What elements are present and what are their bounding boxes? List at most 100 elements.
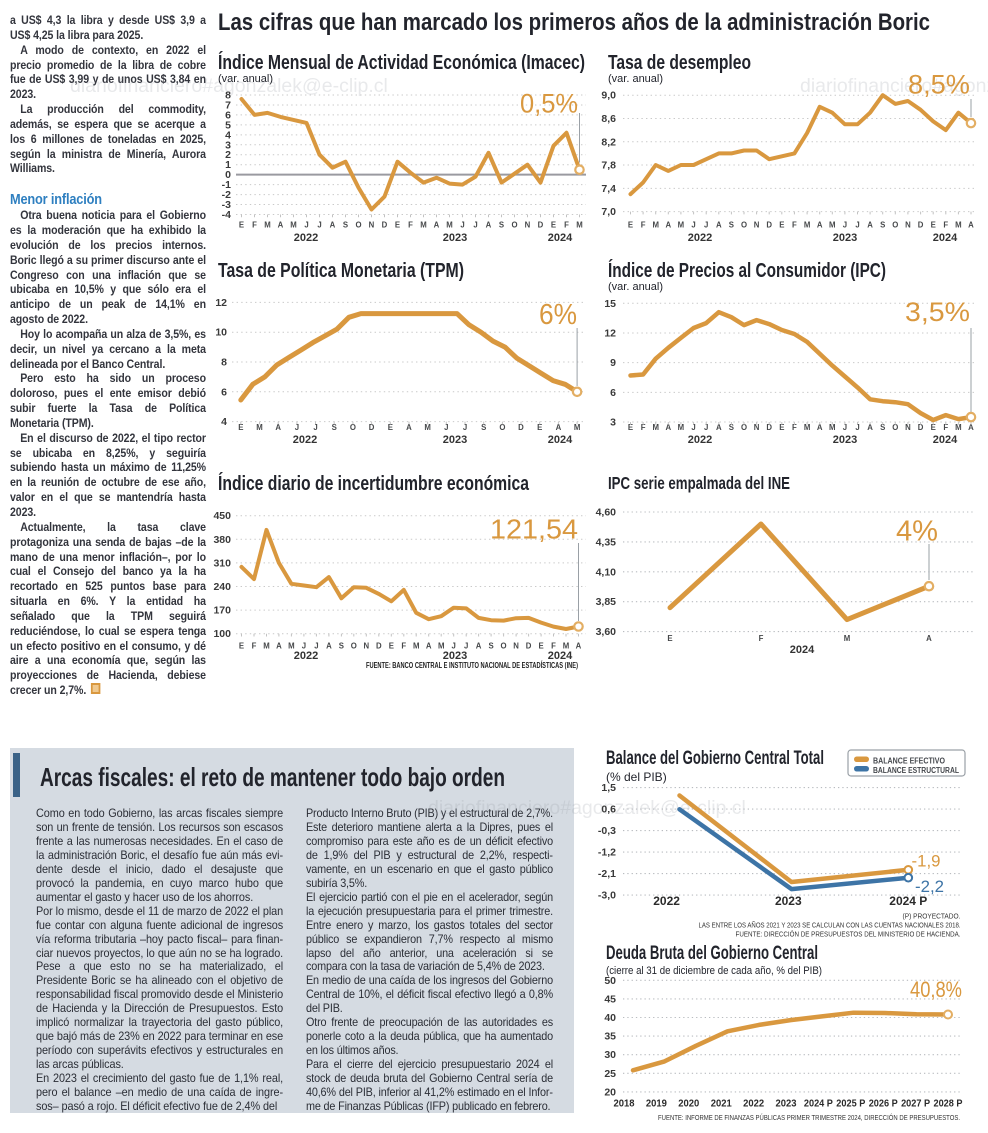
svg-text:D: D <box>766 423 772 432</box>
svg-text:O: O <box>892 423 898 432</box>
svg-text:D: D <box>918 423 924 432</box>
svg-text:2023: 2023 <box>443 434 467 446</box>
svg-text:O: O <box>892 221 898 230</box>
svg-text:M: M <box>804 221 811 230</box>
svg-text:M: M <box>829 221 836 230</box>
svg-text:2023: 2023 <box>833 434 857 446</box>
svg-text:D: D <box>382 221 388 230</box>
svg-text:2023: 2023 <box>833 232 857 244</box>
svg-text:S: S <box>729 423 734 432</box>
svg-text:E: E <box>628 221 633 230</box>
svg-text:F: F <box>564 221 569 230</box>
svg-text:J: J <box>704 221 708 230</box>
svg-text:S: S <box>880 221 885 230</box>
svg-text:A: A <box>275 423 281 432</box>
svg-text:25: 25 <box>604 1068 616 1080</box>
svg-text:E: E <box>551 221 556 230</box>
svg-text:Índice de Precios al Consumido: Índice de Precios al Consumidor (IPC) <box>608 259 886 282</box>
svg-text:6: 6 <box>225 109 231 121</box>
svg-text:E: E <box>628 423 633 432</box>
svg-text:E: E <box>389 642 394 651</box>
svg-text:Tasa de desempleo: Tasa de desempleo <box>608 52 751 74</box>
svg-text:50: 50 <box>604 975 616 987</box>
svg-text:2022: 2022 <box>294 650 318 662</box>
svg-text:E: E <box>779 423 784 432</box>
svg-text:E: E <box>538 642 543 651</box>
svg-text:D: D <box>538 221 544 230</box>
svg-text:Índice Mensual de Actividad Ec: Índice Mensual de Actividad Económica (I… <box>218 51 585 74</box>
svg-text:M: M <box>413 642 420 651</box>
svg-text:A: A <box>867 423 873 432</box>
svg-text:(% del PIB): (% del PIB) <box>606 770 667 784</box>
svg-text:J: J <box>295 423 299 432</box>
svg-text:Las cifras que han marcado los: Las cifras que han marcado los primeros … <box>218 9 930 36</box>
svg-text:N: N <box>363 642 369 651</box>
svg-text:F: F <box>408 221 413 230</box>
svg-text:-0,3: -0,3 <box>598 825 616 837</box>
svg-text:A: A <box>556 423 562 432</box>
svg-text:BALANCE ESTRUCTURAL: BALANCE ESTRUCTURAL <box>873 766 959 775</box>
svg-text:1,5: 1,5 <box>601 782 616 794</box>
svg-text:170: 170 <box>213 605 231 617</box>
svg-text:4: 4 <box>225 129 231 141</box>
svg-text:N: N <box>905 221 911 230</box>
svg-text:J: J <box>704 423 708 432</box>
svg-text:J: J <box>317 221 321 230</box>
svg-text:40: 40 <box>604 1012 616 1024</box>
svg-text:A: A <box>576 642 582 651</box>
svg-text:S: S <box>488 642 493 651</box>
svg-text:J: J <box>313 423 317 432</box>
svg-text:4: 4 <box>221 416 227 428</box>
svg-text:2024: 2024 <box>790 644 815 656</box>
svg-text:(var. anual): (var. anual) <box>608 73 663 85</box>
svg-text:O: O <box>351 642 357 651</box>
svg-text:N: N <box>525 221 531 230</box>
svg-text:Tasa de Política Monetaria (TP: Tasa de Política Monetaria (TPM) <box>218 260 464 282</box>
svg-text:20: 20 <box>604 1086 616 1098</box>
svg-text:M: M <box>652 221 659 230</box>
svg-text:D: D <box>376 642 382 651</box>
svg-text:240: 240 <box>213 581 231 593</box>
svg-text:J: J <box>843 423 847 432</box>
svg-text:J: J <box>691 423 695 432</box>
svg-text:FUENTE: INFORME DE FINANZAS PÚ: FUENTE: INFORME DE FINANZAS PÚBLICAS PRI… <box>658 1113 960 1122</box>
svg-text:-1,2: -1,2 <box>598 847 616 859</box>
svg-text:121,54: 121,54 <box>490 514 578 545</box>
svg-text:3,5%: 3,5% <box>905 297 970 327</box>
svg-text:F: F <box>551 642 556 651</box>
svg-text:2024: 2024 <box>933 434 958 446</box>
svg-text:M: M <box>678 221 685 230</box>
svg-text:S: S <box>332 423 337 432</box>
svg-text:7,8: 7,8 <box>601 160 616 172</box>
svg-text:310: 310 <box>213 557 231 569</box>
svg-text:J: J <box>452 642 456 651</box>
svg-text:M: M <box>256 423 263 432</box>
svg-text:A: A <box>276 642 282 651</box>
svg-text:J: J <box>473 221 477 230</box>
svg-text:O: O <box>741 423 747 432</box>
svg-text:5: 5 <box>225 119 231 131</box>
svg-text:-2: -2 <box>222 189 231 201</box>
svg-text:E: E <box>239 642 244 651</box>
svg-text:2023: 2023 <box>443 650 467 662</box>
svg-text:M: M <box>955 423 962 432</box>
svg-text:100: 100 <box>213 628 231 640</box>
svg-text:Índice diario de incertidumbre: Índice diario de incertidumbre económica <box>218 472 530 495</box>
svg-text:F: F <box>943 423 948 432</box>
svg-text:F: F <box>792 423 797 432</box>
svg-text:J: J <box>314 642 318 651</box>
svg-text:BALANCE EFECTIVO: BALANCE EFECTIVO <box>873 757 945 766</box>
svg-text:M: M <box>652 423 659 432</box>
svg-text:(P) PROYECTADO.: (P) PROYECTADO. <box>903 912 961 921</box>
svg-text:E: E <box>238 423 243 432</box>
svg-text:30: 30 <box>604 1049 616 1061</box>
svg-text:FUENTE: DIRECCIÓN DE PRESUPUES: FUENTE: DIRECCIÓN DE PRESUPUESTOS DEL MI… <box>736 930 961 939</box>
svg-text:-2,1: -2,1 <box>598 868 616 880</box>
svg-text:8: 8 <box>221 357 227 369</box>
svg-text:2021: 2021 <box>711 1098 732 1110</box>
svg-text:2028 P: 2028 P <box>934 1098 963 1110</box>
svg-text:F: F <box>792 221 797 230</box>
svg-text:A: A <box>434 221 440 230</box>
svg-text:N: N <box>754 423 760 432</box>
svg-text:D: D <box>518 423 524 432</box>
